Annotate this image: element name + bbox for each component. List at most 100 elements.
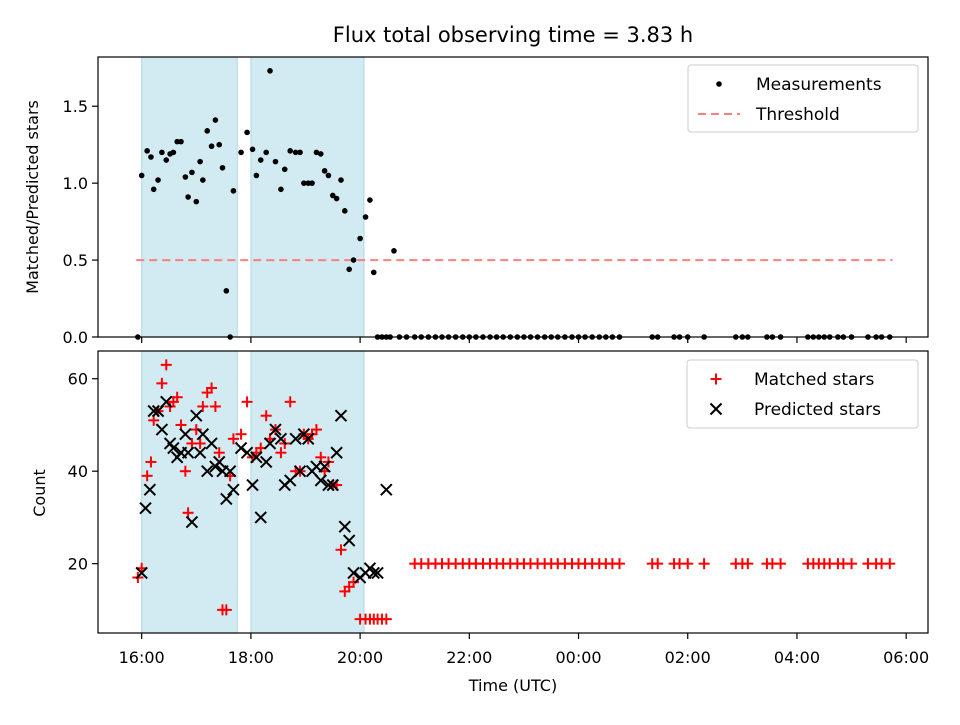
bottom-axes-frame [97, 350, 929, 634]
predicted-star-point [179, 428, 192, 441]
bottom-shaded-intervals [141, 350, 365, 634]
predicted-star-point-b [220, 492, 233, 506]
predicted-star-point [213, 455, 226, 469]
measurement-point [219, 164, 226, 171]
measurement-point [208, 143, 215, 150]
predicted-star-point-b [318, 460, 331, 473]
predicted-star-point-b [326, 478, 340, 492]
predicted-star-point [314, 474, 327, 487]
predicted-star-point [223, 464, 237, 478]
predicted-star-point [269, 423, 282, 436]
predicted-star-point [201, 464, 214, 478]
predicted-star-point-b [367, 566, 380, 580]
bottom-panel: 20 40 60 16:00 18:00 20:00 22:00 00:00 02:00 04:… [30, 350, 929, 695]
measurement-point [278, 186, 284, 193]
predicted-star-point-b [371, 566, 384, 580]
measurement-point [287, 148, 294, 154]
top-shaded-intervals [141, 56, 365, 338]
predicted-star-point [338, 520, 352, 533]
predicted-star-point [380, 483, 393, 496]
measurement-point [216, 141, 223, 148]
matched-star-point [227, 433, 239, 445]
matched-star-point [190, 424, 202, 436]
predicted-star-point [302, 432, 315, 446]
top-x-ticks [141, 337, 907, 343]
measurement-point [309, 180, 315, 186]
measurement-point [346, 266, 352, 273]
matched-star-point [145, 456, 157, 468]
measurement-point [370, 269, 377, 276]
predicted-star-point-b [179, 428, 192, 441]
measurement-point [342, 208, 348, 214]
predicted-star-point-b [143, 483, 157, 496]
measurement-point [253, 172, 260, 179]
measurement-point [223, 288, 230, 294]
measurement-point [357, 235, 363, 242]
measurement-point [272, 158, 279, 165]
predicted-star-point-b [302, 432, 315, 446]
predicted-star-point [289, 432, 302, 446]
measurement-point [150, 186, 157, 193]
predicted-star-point-b [135, 566, 148, 580]
predicted-star-point-b [240, 446, 254, 459]
predicted-star-point [334, 409, 348, 422]
measurement-point [367, 197, 373, 203]
measurement-point [321, 168, 328, 174]
y-tick-label: 20 [68, 555, 88, 574]
predicted-star-point-b [185, 515, 199, 529]
chart-title: Flux total observing time = 3.83 h [333, 23, 693, 47]
predicted-star-point [318, 460, 331, 473]
predicted-star-point-b [213, 455, 226, 469]
predicted-star-point-b [269, 423, 282, 436]
measurement-point [155, 177, 161, 183]
legend-predicted-x [709, 402, 723, 416]
predicted-star-point [254, 511, 267, 524]
predicted-star-point [190, 409, 203, 422]
matched-star-point [284, 396, 296, 408]
matched-star-point [884, 558, 896, 570]
matched-star-point [235, 428, 247, 440]
predicted-star-point [371, 566, 384, 580]
legend-matched-label: Matched stars [754, 370, 874, 390]
predicted-star-point-b [380, 483, 393, 496]
matched-star-point [652, 558, 664, 570]
measurement-point [197, 158, 203, 165]
measurement-point [350, 257, 357, 263]
measurement-point [204, 128, 211, 134]
measurement-point [178, 138, 184, 145]
measurement-point [301, 180, 307, 186]
measurement-point [267, 68, 273, 74]
measurement-point [263, 149, 269, 156]
measurement-point [391, 248, 397, 254]
shaded-interval [141, 350, 238, 634]
predicted-star-point-b [190, 409, 203, 422]
matched-star-point [206, 382, 218, 394]
measurement-point [193, 198, 200, 205]
measurement-point [230, 188, 237, 194]
predicted-star-point-b [181, 446, 195, 459]
x-tick-label: 20:00 [337, 648, 383, 667]
matched-star-point [613, 558, 625, 570]
predicted-star-point-b [289, 432, 302, 446]
predicted-star-point-b [246, 478, 259, 492]
predicted-star-point-b [254, 511, 267, 524]
predicted-star-point-b [155, 423, 169, 436]
matched-star-point [348, 576, 360, 588]
predicted-star-point [167, 441, 180, 455]
count-points [132, 359, 896, 625]
top-legend-box [687, 64, 919, 133]
predicted-star-point [147, 404, 160, 418]
matched-star-point [197, 400, 209, 412]
measurement-point [362, 214, 369, 220]
legend-matched-marker [710, 373, 722, 385]
x-axis-label: Time (UTC) [468, 676, 557, 695]
predicted-star-point [135, 566, 148, 580]
measurement-point [148, 154, 154, 160]
legend-measurements-marker [716, 81, 722, 87]
measurement-point [249, 146, 256, 153]
predicted-star-point-b [193, 446, 207, 459]
matched-star-point [698, 558, 710, 570]
matched-star-point [182, 507, 194, 519]
measurement-point [297, 149, 303, 156]
